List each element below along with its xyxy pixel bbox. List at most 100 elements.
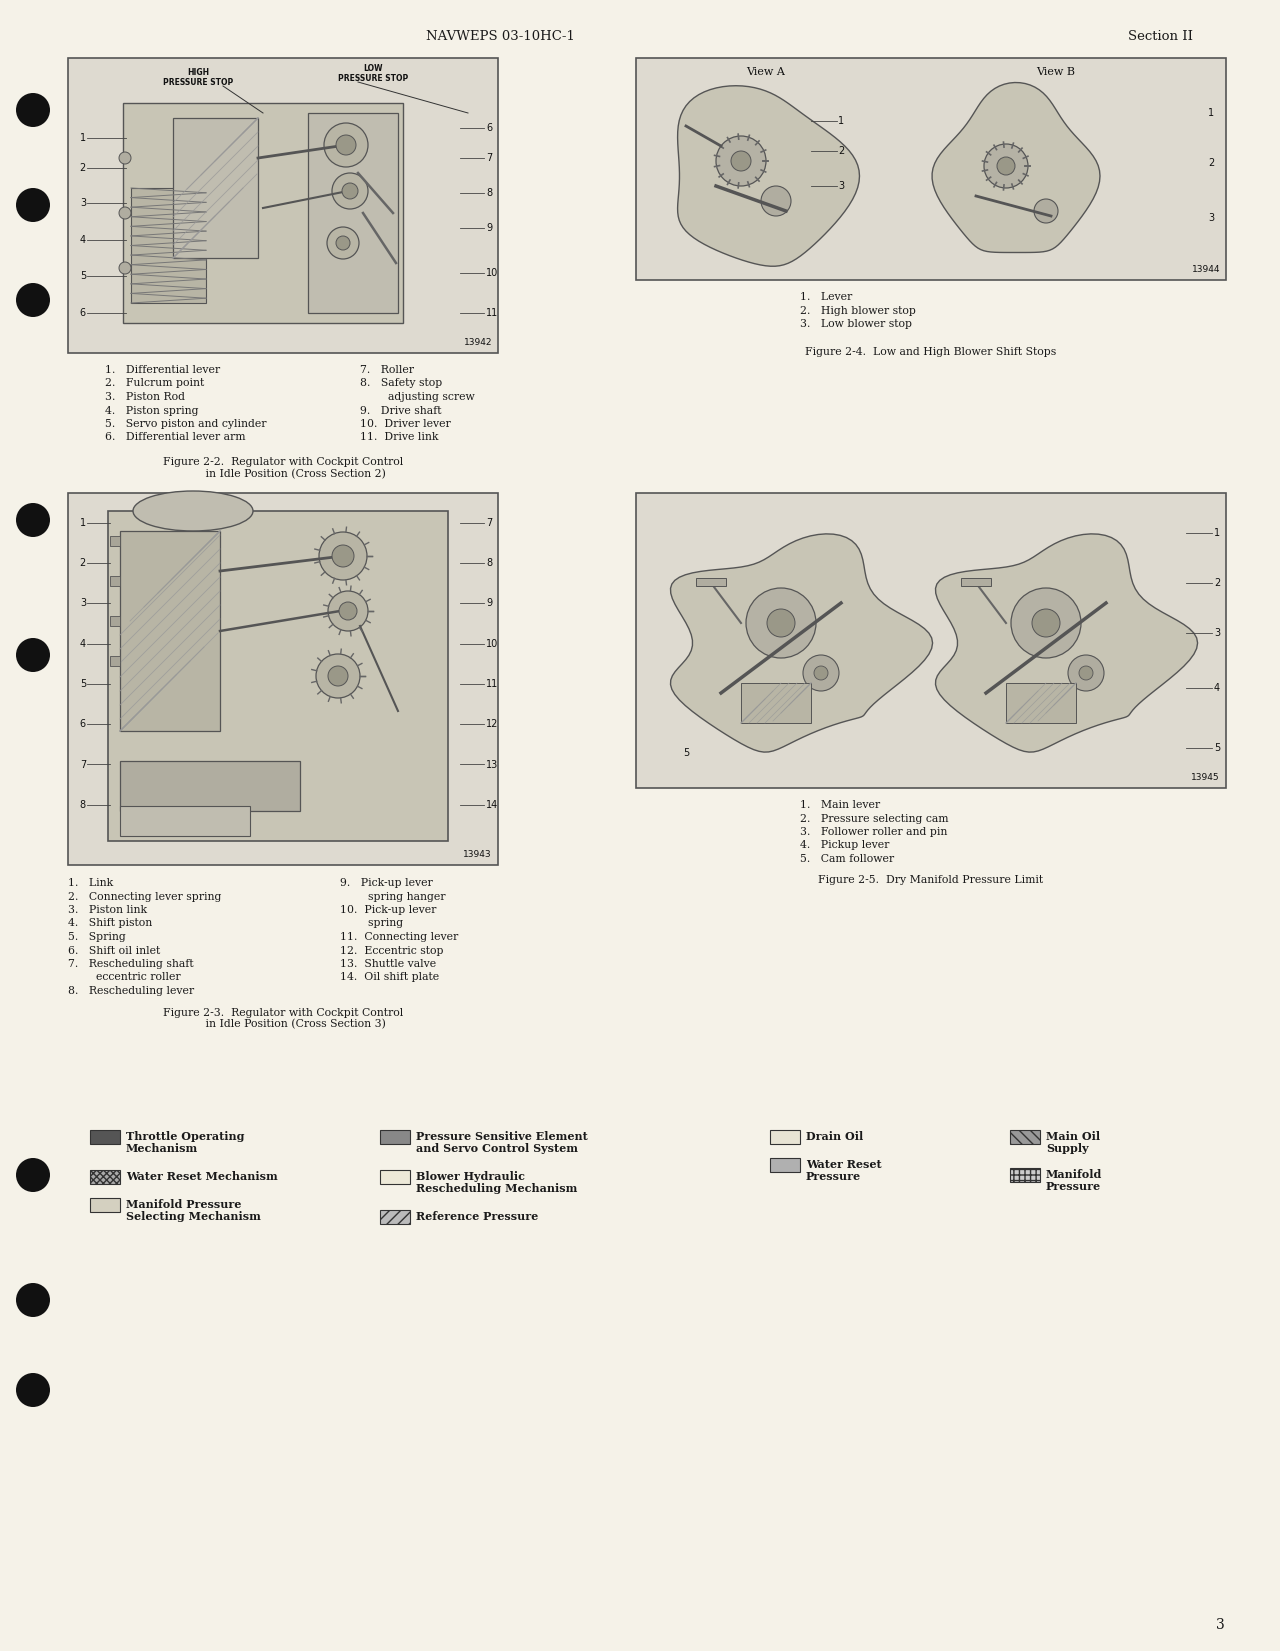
Text: 2: 2 — [1208, 158, 1215, 168]
Text: 5.   Spring: 5. Spring — [68, 933, 125, 943]
Text: 10.  Pick-up lever: 10. Pick-up lever — [340, 905, 436, 915]
Text: Mechanism: Mechanism — [125, 1142, 198, 1154]
Circle shape — [15, 637, 50, 672]
Circle shape — [762, 187, 791, 216]
Bar — [120, 532, 220, 731]
Polygon shape — [932, 83, 1100, 253]
Text: 3.   Low blower stop: 3. Low blower stop — [800, 319, 911, 329]
Bar — [961, 578, 991, 586]
Text: 1.   Differential lever: 1. Differential lever — [105, 365, 220, 375]
Bar — [68, 494, 498, 865]
Text: 13945: 13945 — [1192, 773, 1220, 783]
Circle shape — [119, 206, 131, 220]
Circle shape — [15, 1157, 50, 1192]
Text: 7.   Roller: 7. Roller — [360, 365, 413, 375]
Text: 7: 7 — [486, 518, 493, 528]
Text: Blower Hydraulic: Blower Hydraulic — [416, 1171, 525, 1182]
Text: 11: 11 — [486, 309, 498, 319]
Circle shape — [332, 173, 369, 210]
Text: 8.   Safety stop: 8. Safety stop — [360, 378, 443, 388]
Text: Pressure: Pressure — [806, 1171, 861, 1182]
Text: Drain Oil: Drain Oil — [806, 1131, 863, 1142]
Circle shape — [326, 226, 358, 259]
Circle shape — [119, 152, 131, 163]
Bar — [771, 1157, 800, 1172]
Text: 4: 4 — [1213, 684, 1220, 693]
Text: View A: View A — [746, 68, 786, 78]
Text: Figure 2-3.  Regulator with Cockpit Control
       in Idle Position (Cross Secti: Figure 2-3. Regulator with Cockpit Contr… — [163, 1007, 403, 1030]
Text: 1.   Link: 1. Link — [68, 878, 113, 888]
Circle shape — [332, 545, 355, 566]
Text: 11: 11 — [486, 679, 498, 688]
Text: 2.   Fulcrum point: 2. Fulcrum point — [105, 378, 205, 388]
Circle shape — [335, 236, 349, 249]
Text: 13944: 13944 — [1192, 266, 1220, 274]
Text: 12.  Eccentric stop: 12. Eccentric stop — [340, 946, 443, 956]
Text: 9.   Pick-up lever: 9. Pick-up lever — [340, 878, 433, 888]
Text: 14.  Oil shift plate: 14. Oil shift plate — [340, 972, 439, 982]
Bar — [380, 1171, 410, 1184]
Circle shape — [316, 654, 360, 698]
Circle shape — [997, 157, 1015, 175]
Circle shape — [339, 603, 357, 621]
Text: 11.  Connecting lever: 11. Connecting lever — [340, 933, 458, 943]
Text: 3: 3 — [1213, 627, 1220, 637]
Text: 5: 5 — [682, 748, 689, 758]
Text: 3.   Piston Rod: 3. Piston Rod — [105, 391, 186, 401]
Text: 2.   Connecting lever spring: 2. Connecting lever spring — [68, 892, 221, 901]
Text: 2.   High blower stop: 2. High blower stop — [800, 305, 916, 315]
Text: Manifold: Manifold — [1046, 1169, 1102, 1180]
Text: Water Reset Mechanism: Water Reset Mechanism — [125, 1171, 278, 1182]
Text: 2: 2 — [838, 145, 845, 155]
Text: 13: 13 — [486, 759, 498, 769]
Text: 3: 3 — [79, 198, 86, 208]
Text: Water Reset: Water Reset — [806, 1159, 882, 1171]
Circle shape — [15, 188, 50, 221]
Text: 6: 6 — [79, 720, 86, 730]
Text: eccentric roller: eccentric roller — [68, 972, 180, 982]
Text: 3: 3 — [1208, 213, 1215, 223]
Bar — [120, 761, 300, 811]
Text: 13943: 13943 — [463, 850, 492, 859]
Circle shape — [342, 183, 358, 200]
Text: 5: 5 — [79, 679, 86, 688]
Text: 3.   Follower roller and pin: 3. Follower roller and pin — [800, 827, 947, 837]
Text: Section II: Section II — [1128, 30, 1193, 43]
Circle shape — [803, 655, 838, 692]
Circle shape — [328, 591, 369, 631]
Text: 12: 12 — [486, 720, 498, 730]
Circle shape — [335, 135, 356, 155]
Text: Main Oil: Main Oil — [1046, 1131, 1100, 1142]
Text: 13.  Shuttle valve: 13. Shuttle valve — [340, 959, 436, 969]
Circle shape — [15, 92, 50, 127]
Text: 6.   Differential lever arm: 6. Differential lever arm — [105, 433, 246, 442]
Circle shape — [324, 124, 369, 167]
Bar — [308, 112, 398, 314]
Text: 13942: 13942 — [463, 338, 492, 347]
Text: 3: 3 — [79, 599, 86, 609]
Bar — [380, 1210, 410, 1223]
Bar — [1010, 1167, 1039, 1182]
Text: 3.   Piston link: 3. Piston link — [68, 905, 147, 915]
Bar — [1006, 684, 1076, 723]
Bar — [696, 578, 726, 586]
Bar — [636, 58, 1226, 281]
Bar — [173, 117, 259, 258]
Circle shape — [746, 588, 817, 659]
Text: Pressure: Pressure — [1046, 1180, 1101, 1192]
Text: 8: 8 — [486, 558, 492, 568]
Text: 4: 4 — [79, 639, 86, 649]
Text: Reference Pressure: Reference Pressure — [416, 1210, 539, 1222]
Text: 1: 1 — [1213, 528, 1220, 538]
Text: 9.   Drive shaft: 9. Drive shaft — [360, 406, 442, 416]
Text: 4.   Piston spring: 4. Piston spring — [105, 406, 198, 416]
Bar — [131, 188, 206, 304]
Text: 4.   Shift piston: 4. Shift piston — [68, 918, 152, 928]
Circle shape — [814, 665, 828, 680]
Bar — [110, 655, 120, 665]
Text: adjusting screw: adjusting screw — [360, 391, 475, 401]
Polygon shape — [671, 533, 933, 753]
Bar — [110, 576, 120, 586]
Circle shape — [15, 1374, 50, 1407]
Text: HIGH
PRESSURE STOP: HIGH PRESSURE STOP — [163, 68, 233, 88]
